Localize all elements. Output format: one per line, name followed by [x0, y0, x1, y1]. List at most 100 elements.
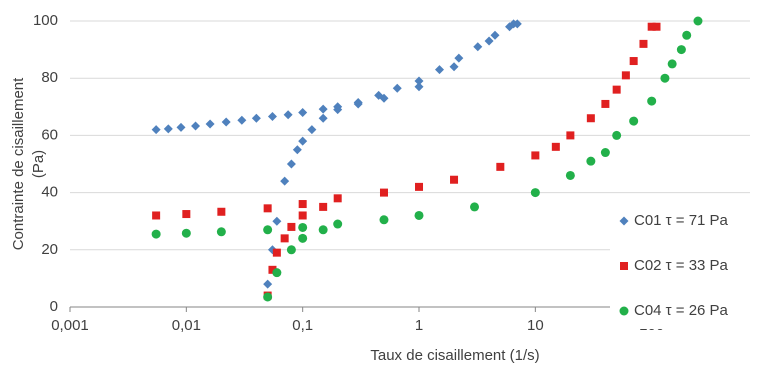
point: [660, 73, 670, 83]
x-tick-label: 0,01: [172, 317, 201, 334]
point: [509, 19, 519, 29]
point: [586, 114, 595, 123]
point: [298, 222, 308, 232]
y-tick-label: 100: [33, 12, 58, 29]
point: [566, 131, 575, 140]
point: [216, 227, 226, 237]
point: [484, 36, 494, 46]
point: [551, 142, 560, 151]
point: [379, 188, 388, 197]
point: [307, 125, 317, 135]
point: [205, 119, 215, 129]
point: [353, 99, 363, 109]
x-tick-label: 10: [527, 317, 544, 334]
point: [470, 202, 480, 212]
point: [333, 105, 343, 115]
point: [449, 62, 459, 72]
point: [286, 245, 296, 255]
legend-marker: [619, 306, 629, 316]
point: [586, 156, 596, 166]
point: [531, 151, 540, 160]
x-axis-title: Taux de cisaillement (1/s): [370, 347, 539, 364]
x-tick-label: 0,1: [292, 317, 313, 334]
point: [379, 215, 389, 225]
point: [676, 45, 686, 55]
legend-label: C01 τ = 71 Pa: [634, 212, 729, 229]
point: [414, 76, 424, 86]
x-tick-label: 1: [415, 317, 423, 334]
point: [454, 53, 464, 63]
point: [280, 234, 289, 243]
point: [318, 225, 328, 235]
point: [287, 222, 296, 231]
point: [318, 113, 328, 123]
point: [298, 108, 308, 118]
point: [693, 16, 703, 26]
point: [565, 170, 575, 180]
point: [283, 110, 293, 120]
point: [286, 159, 296, 169]
point: [268, 265, 277, 274]
point: [163, 124, 173, 134]
y-axis-title: (Pa): [30, 150, 47, 178]
point: [298, 233, 308, 243]
point: [217, 207, 226, 216]
legend-box: [610, 203, 750, 329]
point: [319, 202, 328, 211]
point: [414, 210, 424, 220]
legend-label: C02 τ = 33 Pa: [634, 257, 729, 274]
point: [392, 83, 402, 93]
y-tick-label: 0: [50, 298, 58, 315]
point: [652, 22, 661, 31]
point: [434, 65, 444, 75]
point: [176, 122, 186, 132]
point: [182, 210, 191, 219]
point: [251, 113, 261, 123]
point: [450, 175, 459, 184]
point: [152, 211, 161, 220]
point: [496, 162, 505, 171]
point: [263, 292, 273, 302]
point: [473, 42, 483, 52]
point: [612, 130, 622, 140]
point: [181, 228, 191, 238]
point: [280, 176, 290, 186]
point: [272, 216, 282, 226]
point: [414, 82, 424, 92]
point: [490, 30, 500, 40]
point: [647, 96, 657, 106]
point: [263, 225, 273, 235]
point: [600, 148, 610, 158]
point: [298, 211, 307, 220]
point: [333, 219, 343, 229]
point: [379, 93, 389, 103]
y-tick-label: 60: [41, 126, 58, 143]
legend-marker: [620, 262, 628, 270]
point: [621, 71, 630, 80]
point: [647, 22, 656, 31]
y-tick-label: 40: [41, 184, 58, 201]
point: [151, 229, 161, 239]
point: [530, 188, 540, 198]
point: [612, 85, 621, 94]
y-tick-label: 20: [41, 241, 58, 258]
point: [298, 136, 308, 146]
point: [318, 104, 328, 114]
point: [272, 248, 281, 257]
point: [267, 112, 277, 122]
point: [263, 204, 272, 213]
point: [415, 182, 424, 191]
point: [272, 268, 282, 278]
point: [237, 115, 247, 125]
point: [151, 125, 161, 135]
legend-marker: [619, 216, 629, 226]
point: [629, 116, 639, 126]
x-tick-label: 0,001: [51, 317, 89, 334]
point: [667, 59, 677, 69]
point: [263, 279, 273, 289]
point: [639, 39, 648, 48]
point: [298, 200, 307, 209]
point: [191, 121, 201, 131]
point: [333, 194, 342, 203]
